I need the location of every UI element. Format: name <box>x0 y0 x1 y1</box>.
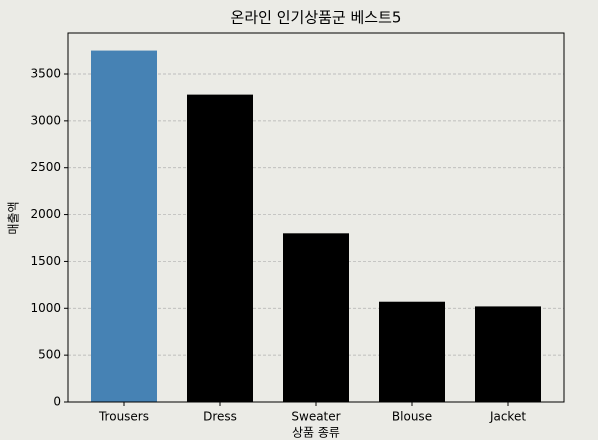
bar <box>379 301 445 402</box>
plot-frame <box>67 32 565 403</box>
y-tick-label: 2500 <box>30 160 61 174</box>
bar <box>187 94 253 403</box>
bar <box>475 306 541 402</box>
x-tick-label: Blouse <box>392 410 432 424</box>
y-tick-label: 3500 <box>30 67 61 81</box>
bar <box>91 50 157 402</box>
x-tick-label: Jacket <box>489 410 526 424</box>
x-tick-label: Sweater <box>291 410 340 424</box>
y-tick-label: 3000 <box>30 113 61 127</box>
y-tick-label: 1000 <box>30 301 61 315</box>
x-tick-label: Dress <box>203 410 237 424</box>
x-tick-label: Trousers <box>98 410 149 424</box>
y-axis-label: 매출액 <box>7 201 21 234</box>
x-axis-label: 상품 종류 <box>292 426 340 440</box>
bar <box>283 233 349 402</box>
y-tick-label: 0 <box>53 395 61 409</box>
y-tick-label: 2000 <box>30 207 61 221</box>
chart-title: 온라인 인기상품군 베스트5 <box>231 9 402 27</box>
y-tick-label: 1500 <box>30 254 61 268</box>
y-tick-label: 500 <box>38 348 61 362</box>
